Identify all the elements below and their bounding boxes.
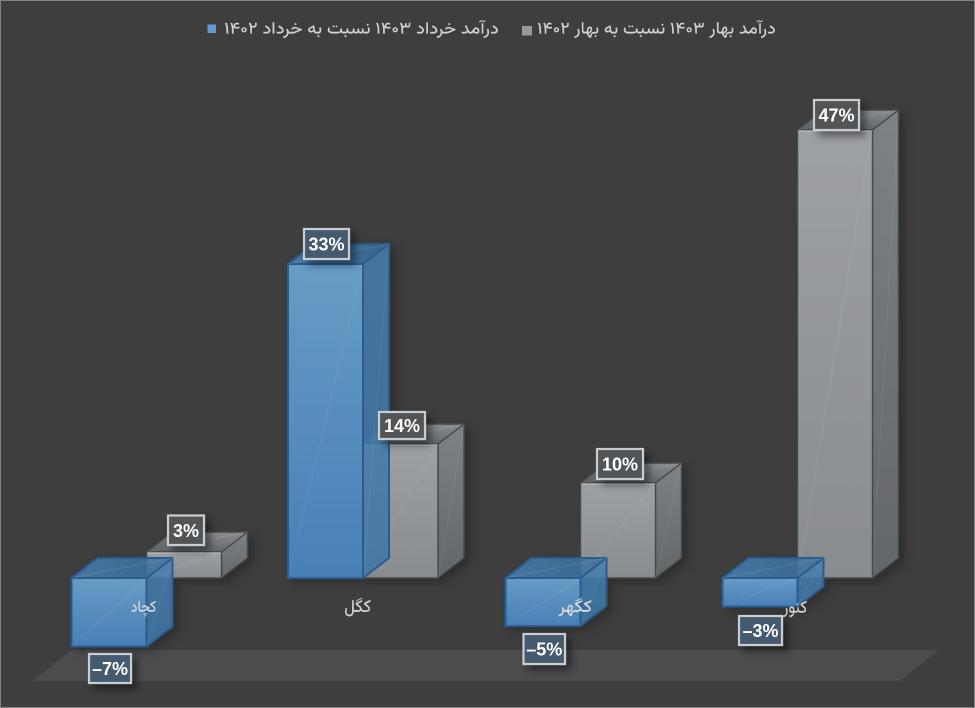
svg-text:–5%: –5% — [526, 640, 562, 660]
svg-text:14%: 14% — [384, 416, 420, 436]
svg-text:3%: 3% — [173, 521, 199, 541]
svg-text:–3%: –3% — [742, 621, 778, 641]
svg-text:33%: 33% — [308, 235, 344, 255]
svg-text:10%: 10% — [602, 455, 638, 475]
svg-text:47%: 47% — [818, 106, 854, 126]
svg-text:–7%: –7% — [92, 659, 128, 679]
